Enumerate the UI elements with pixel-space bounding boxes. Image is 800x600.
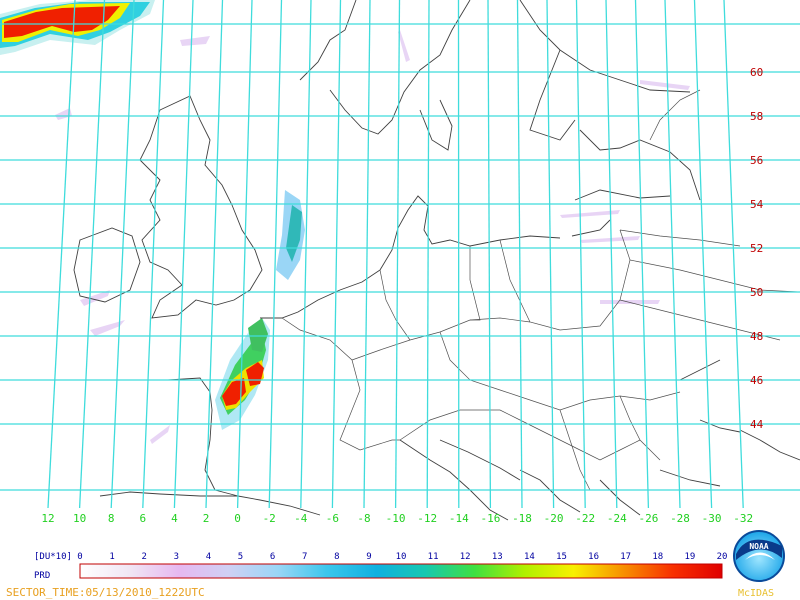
plume-streaks xyxy=(55,30,690,444)
longitude-label: -26 xyxy=(638,512,658,525)
noaa-logo: NOAA xyxy=(733,530,785,582)
legend-tick-label: 16 xyxy=(588,552,599,562)
longitude-gridline xyxy=(575,0,586,509)
longitude-label: 4 xyxy=(171,512,178,525)
legend-tick-label: 0 xyxy=(77,552,82,562)
longitude-gridline xyxy=(173,0,194,509)
longitude-gridline xyxy=(426,0,430,509)
longitude-label: 8 xyxy=(108,512,115,525)
longitude-label: -30 xyxy=(702,512,722,525)
longitude-gridline xyxy=(300,0,312,509)
legend-tick-label: 19 xyxy=(684,552,695,562)
latitude-label: 54 xyxy=(750,198,764,211)
latitude-label: 52 xyxy=(750,242,763,255)
longitude-label: 10 xyxy=(73,512,86,525)
noaa-globe-icon xyxy=(733,530,785,582)
legend-product-label: PRD xyxy=(34,571,50,581)
longitude-labels: 12 10 8 6 4 2 0 -2 -4 -6 -8 -10 -12 -14 -16 -18 -20 -22 -2… xyxy=(41,512,753,525)
longitude-gridline xyxy=(516,0,523,509)
longitude-label: -20 xyxy=(544,512,564,525)
longitude-gridline xyxy=(47,0,76,509)
longitude-label: 12 xyxy=(41,512,54,525)
latitude-label: 44 xyxy=(750,418,764,431)
longitude-label: -12 xyxy=(417,512,437,525)
longitude-label: -4 xyxy=(294,512,308,525)
legend-tick-label: 6 xyxy=(270,552,275,562)
plume-biscay xyxy=(215,190,305,430)
country-borders xyxy=(281,89,800,491)
longitude-label: 2 xyxy=(203,512,210,525)
legend-tick-label: 5 xyxy=(238,552,243,562)
legend-tick-label: 4 xyxy=(206,552,211,562)
longitude-gridline xyxy=(394,0,401,509)
longitude-gridline xyxy=(142,0,165,509)
longitude-gridline xyxy=(205,0,224,509)
longitude-label: -14 xyxy=(449,512,469,525)
longitude-label: -24 xyxy=(607,512,627,525)
plume-layer xyxy=(0,0,690,444)
legend-tick-label: 7 xyxy=(302,552,307,562)
longitude-gridline xyxy=(693,0,713,509)
mcidas-label: McIDAS xyxy=(738,588,774,599)
plume-north-atlantic xyxy=(0,0,155,55)
legend-tick-label: 1 xyxy=(109,552,114,562)
legend-unit-label: [DU*10] xyxy=(34,552,72,562)
noaa-text: NOAA xyxy=(749,542,768,551)
longitude-gridline xyxy=(268,0,283,509)
legend-tick-label: 2 xyxy=(141,552,146,562)
legend-colorbar xyxy=(79,563,723,579)
legend-tick-label: 18 xyxy=(652,552,663,562)
longitude-label: -16 xyxy=(480,512,500,525)
legend-tick-label: 8 xyxy=(334,552,339,562)
legend-tick-label: 20 xyxy=(717,552,728,562)
longitude-gridline xyxy=(546,0,555,509)
longitude-label: -28 xyxy=(670,512,690,525)
longitude-label: 6 xyxy=(139,512,146,525)
legend-tick-label: 13 xyxy=(492,552,503,562)
longitude-gridline xyxy=(331,0,342,509)
longitude-label: -6 xyxy=(326,512,339,525)
longitude-gridline xyxy=(110,0,135,509)
legend-tick-label: 12 xyxy=(460,552,471,562)
longitude-gridline xyxy=(78,0,106,509)
longitude-label: 0 xyxy=(234,512,241,525)
legend-tick-label: 10 xyxy=(396,552,407,562)
latitude-label: 46 xyxy=(750,374,763,387)
longitude-gridline xyxy=(634,0,650,509)
longitude-label: -10 xyxy=(386,512,406,525)
legend-tick-labels: 0 1 2 3 4 5 6 7 8 9 10 11 12 13 14 15 16 17 18 19 20 xyxy=(77,552,727,562)
legend-tick-label: 15 xyxy=(556,552,567,562)
longitude-label: -2 xyxy=(263,512,276,525)
latitude-label: 48 xyxy=(750,330,763,343)
latitude-label: 60 xyxy=(750,66,763,79)
latitude-label: 56 xyxy=(750,154,763,167)
longitude-gridline xyxy=(664,0,681,509)
latitude-labels: 60 58 56 54 52 50 48 46 44 xyxy=(750,66,764,431)
sector-time-label: SECTOR_TIME:05/13/2010_1222UTC xyxy=(6,586,205,599)
longitude-gridline xyxy=(363,0,371,509)
legend-tick-label: 3 xyxy=(174,552,179,562)
legend-tick-label: 9 xyxy=(366,552,371,562)
longitude-gridlines xyxy=(47,0,744,509)
latitude-label: 50 xyxy=(750,286,763,299)
legend-tick-label: 14 xyxy=(524,552,535,562)
legend-tick-label: 11 xyxy=(428,552,439,562)
longitude-label: -8 xyxy=(357,512,370,525)
latitude-label: 58 xyxy=(750,110,763,123)
longitude-label: -22 xyxy=(575,512,595,525)
legend-tick-label: 17 xyxy=(620,552,631,562)
longitude-gridline xyxy=(487,0,492,509)
longitude-gridline xyxy=(723,0,744,509)
longitude-gridline xyxy=(605,0,618,509)
latitude-gridlines xyxy=(0,23,800,491)
color-legend: [DU*10] 0 1 2 3 4 5 6 7 8 9 10 11 12 13 14 15 16 17 18 19 20… xyxy=(34,552,727,581)
longitude-gridline xyxy=(236,0,253,509)
longitude-label: -32 xyxy=(733,512,753,525)
longitude-label: -18 xyxy=(512,512,532,525)
noaa-seagull-icon xyxy=(736,539,782,560)
